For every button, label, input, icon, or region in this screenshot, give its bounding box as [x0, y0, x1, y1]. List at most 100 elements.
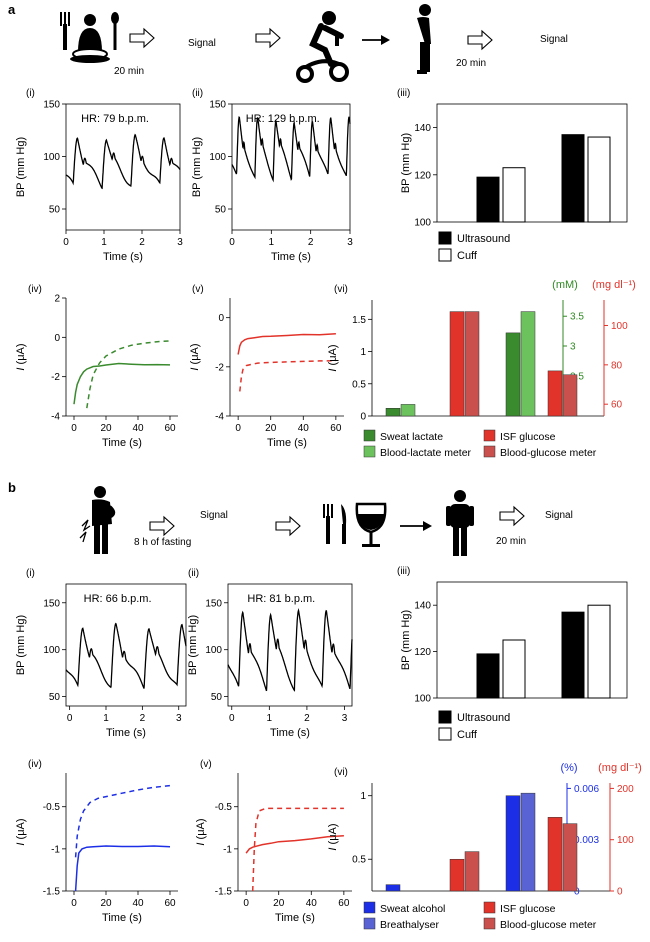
y-tick-label: 1 — [360, 347, 366, 358]
legend-label: ISF glucose — [500, 903, 556, 915]
chart-a-v: 0 20 40 60 -4 -2 0 (v) Time (s) I (μA) — [189, 284, 344, 449]
arm — [99, 505, 116, 521]
panel-sublabel: (vi) — [334, 284, 348, 295]
fork-tine — [60, 12, 62, 26]
y-tick-label: 150 — [43, 598, 60, 609]
y-axis-title: BP (mm Hg) — [15, 615, 27, 675]
y-tick-label: 0 — [360, 412, 366, 423]
exercise-bike-icon — [296, 11, 349, 83]
y-tick-label: 150 — [205, 598, 222, 609]
flow-time: 20 min — [496, 536, 526, 547]
y-tick-label: 2 — [54, 294, 60, 305]
y-tick-label: 100 — [209, 152, 226, 163]
y-axis-title: I (μA) — [327, 344, 339, 371]
fork-handle — [326, 516, 330, 544]
y-axis-title-symbol: I — [189, 368, 201, 371]
flow-signal: Signal — [545, 510, 573, 521]
x-tick-label: 3 — [177, 237, 183, 248]
x-tick-label: 40 — [306, 898, 318, 909]
bp-waveform — [65, 133, 181, 190]
y-axis-title-unit: (μA) — [15, 343, 27, 367]
y-tick-label: -2 — [51, 372, 60, 383]
y-axis-title: BP (mm Hg) — [15, 137, 27, 197]
y-axis-title: BP (mm Hg) — [400, 133, 412, 193]
y-axis-title: BP (mm Hg) — [400, 610, 412, 670]
flywheel — [329, 62, 349, 82]
legend-swatch — [363, 445, 376, 458]
legend-label: Blood-glucose meter — [500, 919, 597, 931]
panel-sublabel: (ii) — [188, 568, 199, 579]
panel-sublabel: (ii) — [192, 88, 203, 99]
y-tick-label: 0.5 — [352, 855, 366, 866]
y-tick-label: 140 — [414, 601, 431, 612]
x-axis-title: Time (s) — [267, 437, 307, 449]
bp-bar-cuff — [502, 167, 526, 223]
body — [78, 28, 102, 52]
bar-blood-lactate-meter — [400, 404, 416, 417]
right-tick-label: 200 — [617, 784, 634, 795]
chart-a-iii: 100 120 140 (iii) BP (mm Hg) Ultrasound Cuff — [397, 88, 628, 262]
y-tick-label: 1.5 — [352, 315, 366, 326]
chart-b-vi: 0.5 1 (vi) I (μA) 0 0.003 0.006 (%) 0 100 200 (mg d… — [327, 762, 642, 931]
bar-blood-lactate-meter — [520, 311, 536, 417]
chart-b-iv: 0 20 40 60 -1.5 -1 -0.5 (iv) Time (s) I (μA) — [15, 759, 178, 924]
legend-label: Blood-lactate meter — [380, 447, 472, 459]
y-axis-title-symbol: I — [195, 843, 207, 846]
wheel — [296, 65, 314, 83]
legend-swatch — [483, 429, 496, 442]
trace-sweat-alcohol — [74, 845, 171, 892]
legend-swatch — [483, 917, 496, 930]
flow-arrow-solid-head — [381, 35, 390, 45]
y-axis-title-symbol: I — [15, 843, 27, 846]
x-tick-label: 2 — [139, 237, 145, 248]
y-axis-title: BP (mm Hg) — [187, 615, 199, 675]
x-axis-title: Time (s) — [271, 251, 311, 263]
y-axis-title-symbol: I — [15, 368, 27, 371]
right-tick-label: 100 — [617, 835, 634, 846]
trace-blood-glucose-meter — [239, 359, 336, 392]
panel-sublabel: (v) — [192, 284, 204, 295]
x-tick-label: 60 — [330, 423, 342, 434]
x-tick-label: 0 — [229, 237, 235, 248]
y-tick-label: 50 — [49, 205, 61, 216]
bp-bar-cuff — [587, 136, 611, 223]
y-axis-title: I (μA) — [195, 818, 207, 845]
x-axis-title: Time (s) — [270, 727, 310, 739]
y-tick-label: 0 — [218, 313, 224, 324]
y-tick-label: -1 — [51, 844, 60, 855]
knife-blade — [341, 504, 347, 524]
trace-isf-glucose — [245, 834, 344, 854]
y-tick-label: 150 — [209, 100, 226, 111]
y-tick-label: 0 — [54, 333, 60, 344]
bar-isf-glucose — [449, 858, 465, 892]
legend-label: Cuff — [457, 729, 478, 741]
trace-breathalyser — [74, 784, 171, 858]
bp-waveform — [65, 622, 187, 689]
y-tick-label: 50 — [49, 692, 61, 703]
bar-sweat-lactate — [505, 332, 521, 417]
fork-tine — [68, 12, 70, 26]
y-axis-title: I (μA) — [327, 823, 339, 850]
right-tick-label: 100 — [611, 321, 628, 332]
flow-signal: Signal — [540, 34, 568, 45]
bar-blood-glucose-meter — [562, 823, 578, 892]
panel-sublabel: (v) — [200, 759, 212, 770]
bar-isf-glucose — [547, 817, 563, 892]
leg-right — [102, 524, 108, 554]
chart-a-ii: 0 1 2 3 50 100 150 (ii) HR: 129 b.p.m. Time (s) BP… — [191, 88, 353, 263]
x-tick-label: 2 — [308, 237, 314, 248]
trace-blood-glucose-meter — [251, 807, 344, 892]
x-tick-label: 20 — [100, 423, 112, 434]
bp-bar-ultrasound — [476, 176, 500, 223]
glass-stem — [369, 531, 373, 545]
x-tick-label: 0 — [71, 423, 77, 434]
y-axis-title-unit: (μA) — [195, 818, 207, 842]
bar-blood-glucose-meter — [464, 851, 480, 892]
y-tick-label: 50 — [211, 692, 223, 703]
trace-isf-glucose — [237, 333, 336, 355]
x-axis-title: Time (s) — [103, 251, 143, 263]
flow-time: 20 min — [456, 58, 486, 69]
right-tick-label: 60 — [611, 400, 623, 411]
hr-label: HR: 81 b.p.m. — [247, 593, 315, 605]
y-tick-label: 100 — [414, 218, 431, 229]
